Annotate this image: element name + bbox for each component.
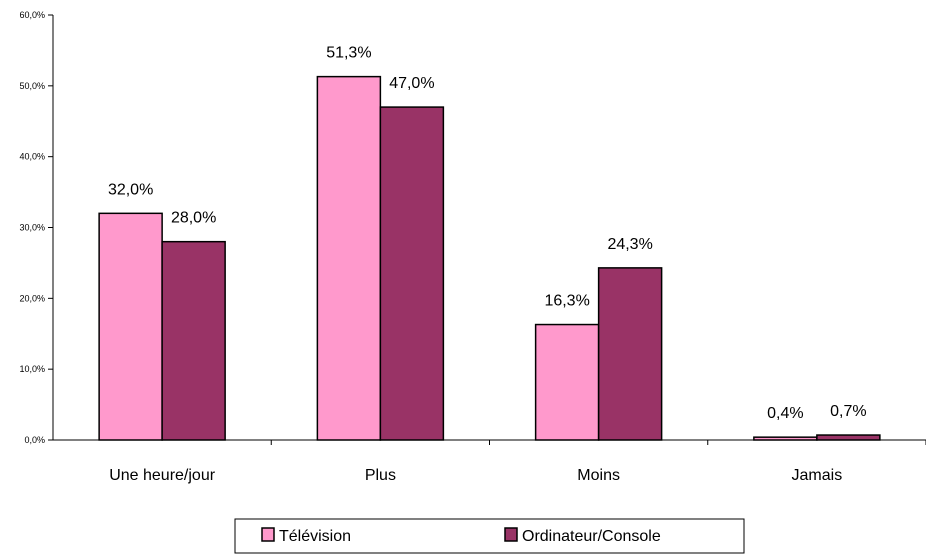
- y-tick-label: 60,0%: [19, 10, 45, 20]
- y-tick-label: 10,0%: [19, 364, 45, 374]
- bar-ordinateur-console: [816, 434, 881, 441]
- bar-ordinateur-console: [379, 106, 445, 441]
- x-tick-label: Plus: [365, 467, 396, 484]
- bar-ordinateur-console: [597, 267, 663, 441]
- y-tick-label: 40,0%: [19, 152, 45, 162]
- x-tick-label: Une heure/jour: [109, 467, 216, 484]
- y-tick-label: 50,0%: [19, 81, 45, 91]
- data-label: 16,3%: [544, 293, 589, 310]
- y-tick-label: 20,0%: [19, 293, 45, 303]
- x-tick-label: Jamais: [792, 467, 843, 484]
- bar-television: [534, 323, 600, 441]
- y-tick-label: 0,0%: [24, 435, 45, 445]
- bar-television: [98, 212, 163, 441]
- bar-ordinateur-console: [161, 240, 226, 441]
- y-tick-label: 30,0%: [19, 223, 45, 233]
- bar-television: [753, 436, 818, 441]
- data-label: 47,0%: [389, 75, 434, 92]
- bar-television: [316, 75, 382, 441]
- data-label: 0,7%: [830, 403, 866, 420]
- legend-label: Télévision: [279, 528, 351, 545]
- data-label: 32,0%: [108, 181, 153, 198]
- chart-data-labels: 32,0% 28,0% 51,3% 47,0% 16,3% 24,3% 0,4% 0,7%: [108, 45, 867, 423]
- data-label: 0,4%: [767, 405, 803, 422]
- x-tick-label: Moins: [577, 467, 620, 484]
- legend-swatch: [261, 527, 275, 542]
- legend-label: Ordinateur/Console: [522, 528, 661, 545]
- chart-legend: Télévision Ordinateur/Console: [234, 518, 745, 554]
- data-label: 51,3%: [326, 45, 371, 62]
- data-label: 24,3%: [607, 236, 652, 253]
- data-label: 28,0%: [171, 210, 216, 227]
- legend-swatch: [504, 527, 518, 542]
- chart-bars: [98, 75, 881, 441]
- legend-box: [234, 518, 745, 554]
